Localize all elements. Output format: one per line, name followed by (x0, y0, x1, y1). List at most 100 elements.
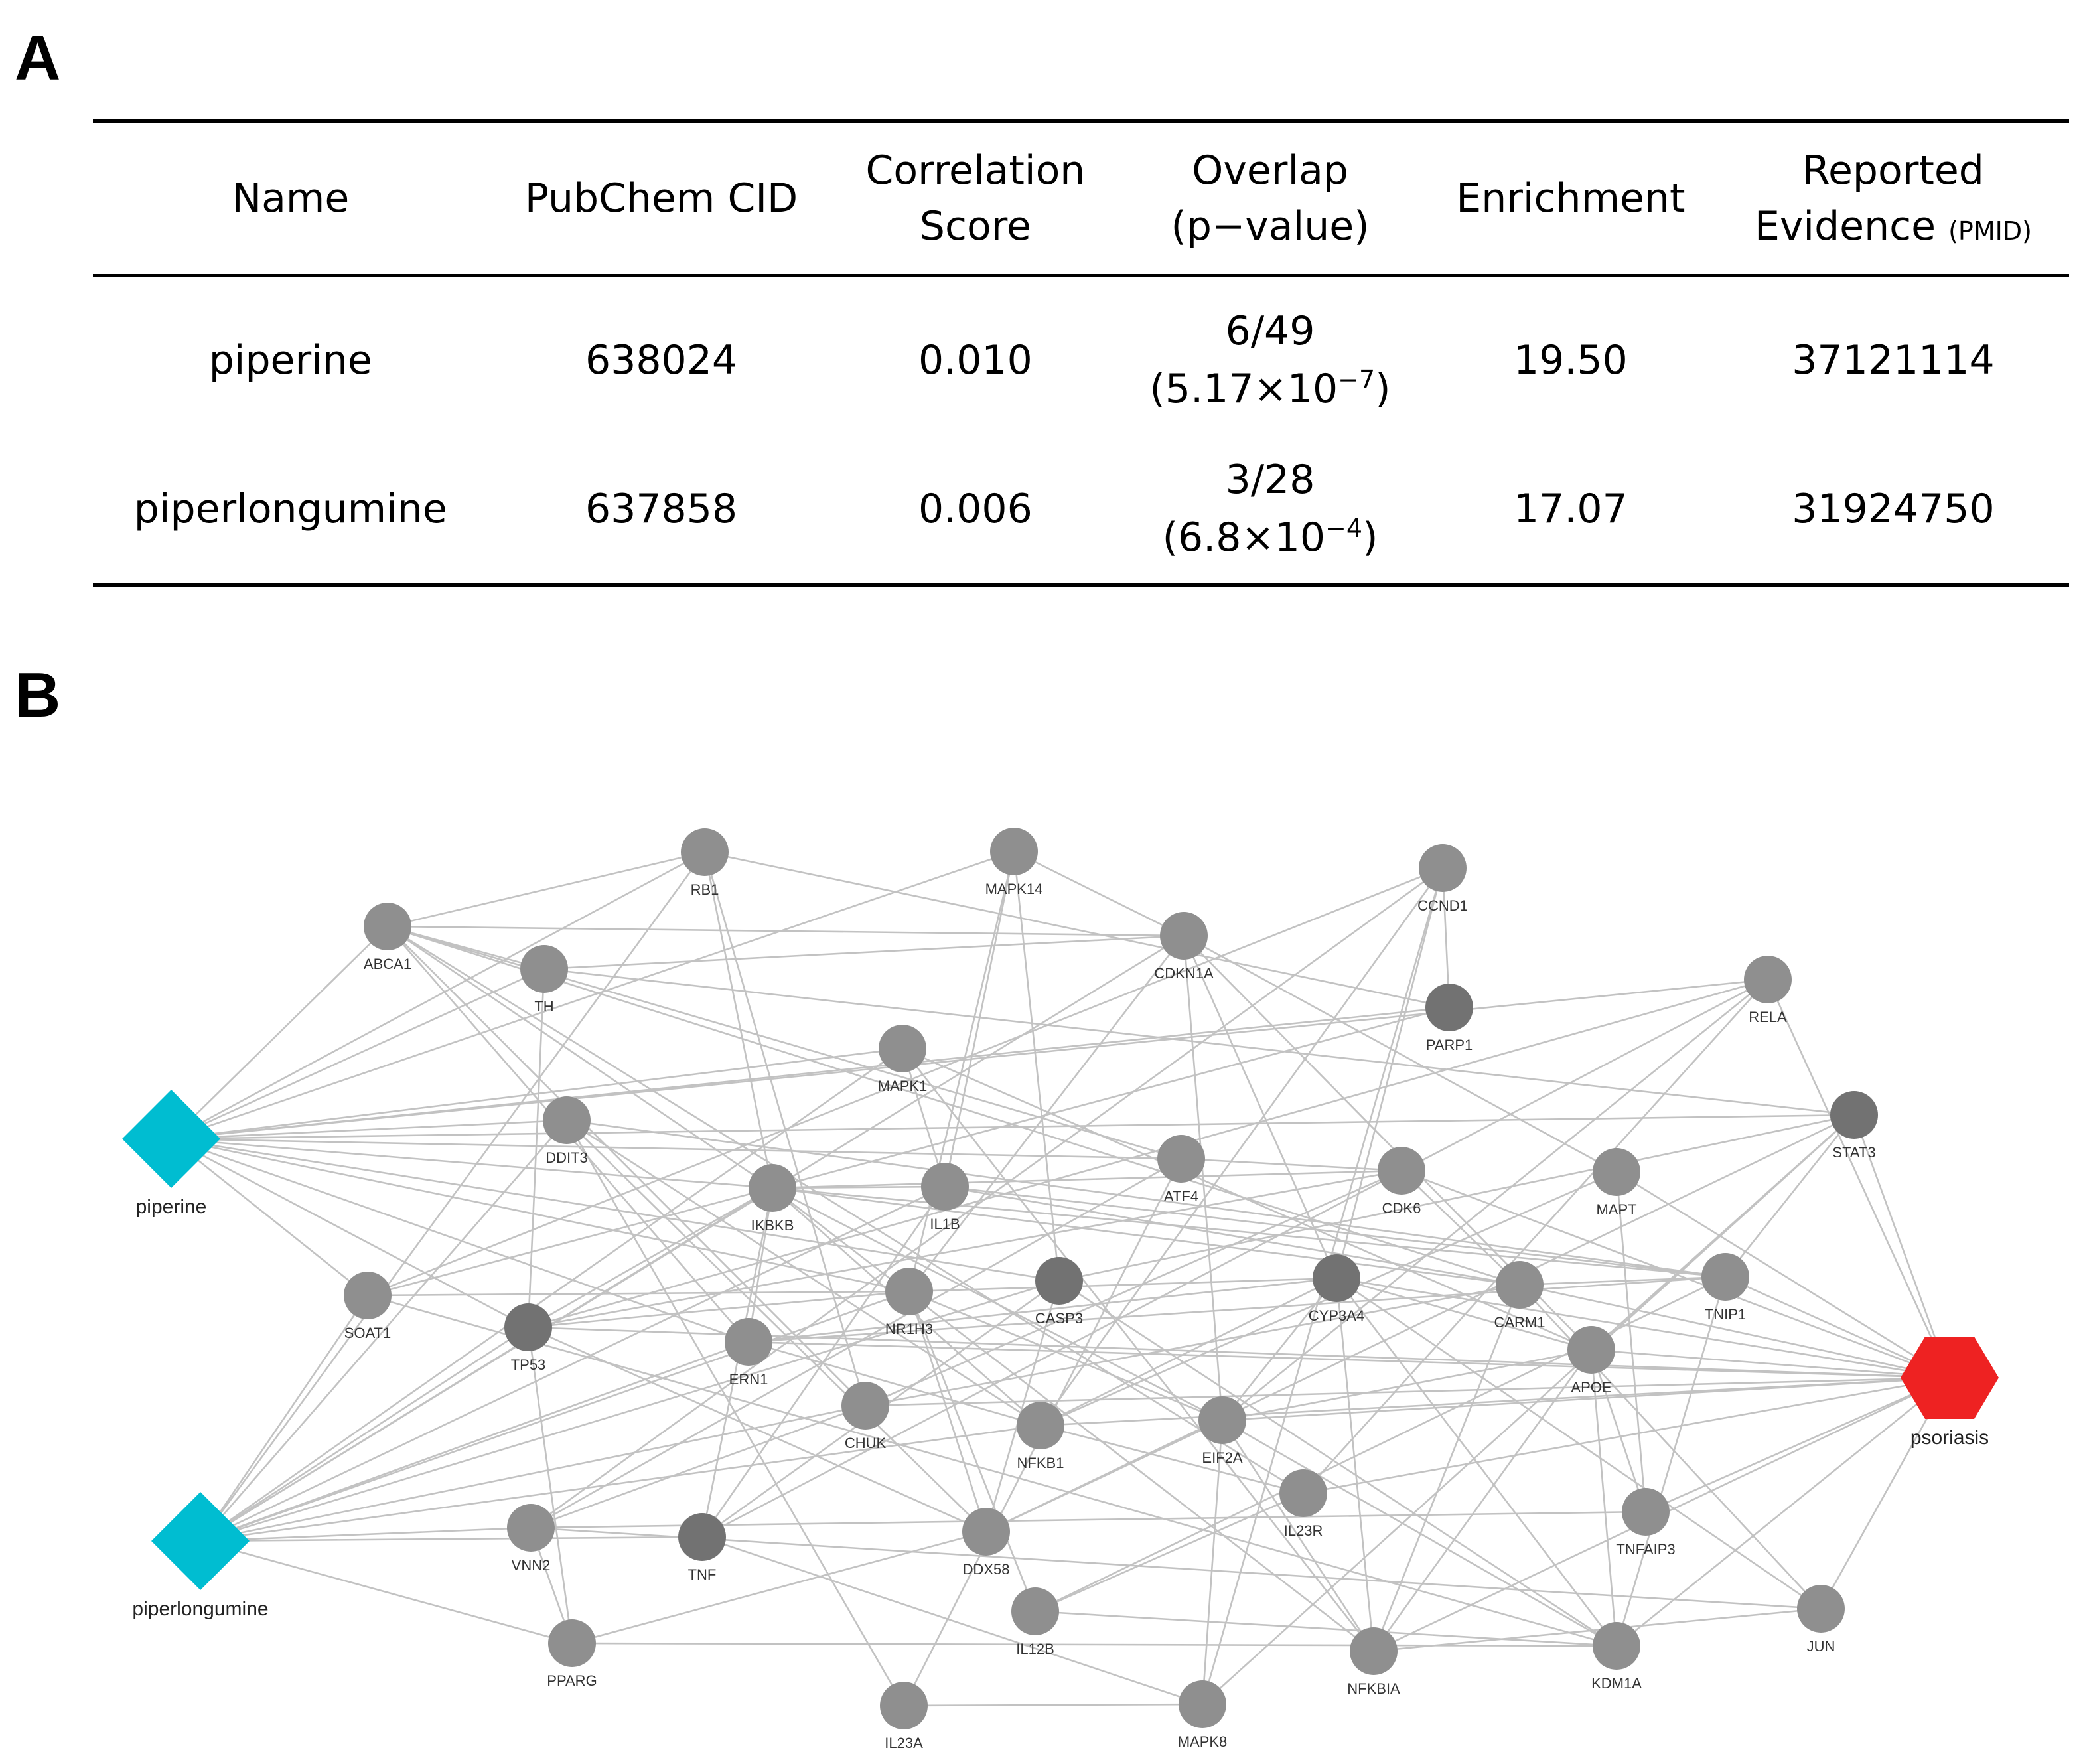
network-edge (1615, 1171, 1647, 1512)
network-edge (1591, 1349, 1950, 1379)
network-edge (1335, 1278, 1618, 1647)
network-edge (200, 1120, 567, 1542)
network-edge (171, 1138, 773, 1189)
table-header-row: Name PubChem CID Correlation Score Overla… (93, 121, 2069, 277)
network-edge (1401, 1170, 1520, 1286)
gene-node-mapk8: MAPK8 (1178, 1680, 1227, 1750)
network-edge (530, 1404, 866, 1529)
gene-node-circle (504, 1303, 552, 1351)
network-edge (367, 867, 1443, 1297)
network-edge (1221, 1278, 1338, 1421)
network-edge (543, 934, 1185, 970)
gene-node-label: DDIT3 (545, 1149, 588, 1166)
gene-node-il23r: IL23R (1279, 1469, 1327, 1539)
network-edges (171, 850, 1951, 1707)
gene-node-nfkb1: NFKB1 (1017, 1402, 1064, 1471)
disease-hexagon-shape (1901, 1337, 1999, 1419)
network-edge (200, 1424, 1041, 1542)
network-edge (1853, 1114, 1951, 1378)
header-name: Name (93, 121, 488, 277)
network-edge (171, 1138, 529, 1329)
table-row-piperine: piperine 638024 0.010 6/49 (5.17×10−7) 19… (93, 275, 2069, 435)
gene-node-circle (1830, 1091, 1878, 1139)
gene-node-il23a: IL23A (880, 1682, 928, 1751)
cell-overlap-ratio: 6/49 (1225, 308, 1315, 354)
gene-node-circle (921, 1163, 969, 1211)
network-edge (772, 1169, 1402, 1189)
gene-node-stat3: STAT3 (1830, 1091, 1878, 1161)
network-edge (1040, 1424, 1304, 1495)
network-edge (200, 1341, 749, 1542)
network-edge (199, 851, 706, 1542)
network-edge (703, 851, 774, 1189)
cell-overlap: 3/28 (6.8×10−4) (1116, 435, 1424, 585)
gene-node-circle (1035, 1257, 1083, 1305)
network-edge (566, 1120, 987, 1532)
network-edge (748, 1341, 1041, 1427)
gene-node-circle (678, 1513, 726, 1561)
gene-node-label: VNN2 (512, 1557, 551, 1574)
network-edge (1035, 1276, 1726, 1613)
gene-node-circle (880, 1682, 928, 1729)
network-edge (1181, 1157, 1402, 1172)
gene-node-circle (962, 1508, 1010, 1556)
gene-node-label: DDX58 (963, 1561, 1010, 1578)
network-edge (200, 1280, 1060, 1542)
gene-node-pparg: PPARG (547, 1619, 597, 1689)
header-correlation-score: Correlation Score (834, 121, 1117, 277)
gene-node-label: CDK6 (1382, 1200, 1421, 1216)
network-edge (200, 1536, 703, 1542)
header-enrichment: Enrichment (1423, 121, 1717, 277)
cell-cid: 637858 (585, 485, 738, 532)
gene-node-il1b: IL1B (921, 1163, 969, 1232)
network-edge (171, 926, 388, 1139)
gene-node-label: NFKB1 (1017, 1455, 1064, 1471)
gene-node-soat1: SOAT1 (344, 1272, 392, 1341)
network-edge (171, 1138, 1182, 1160)
gene-node-eif2a: EIF2A (1198, 1396, 1246, 1466)
network-edge (1335, 1278, 1375, 1652)
gene-node-circle (1279, 1469, 1327, 1517)
network-edge (908, 1290, 1223, 1422)
gene-node-tp53: TP53 (504, 1303, 552, 1373)
network-edge (171, 1119, 567, 1140)
drug-diamond-shape (151, 1492, 250, 1590)
network-edge (527, 968, 545, 1328)
network-edge (387, 925, 773, 1189)
gene-node-circle (1701, 1253, 1749, 1301)
gene-node-th: TH (520, 945, 568, 1015)
network-edge (171, 1114, 1855, 1140)
gene-node-ddx58: DDX58 (962, 1508, 1010, 1578)
gene-node-label: KDM1A (1591, 1675, 1642, 1692)
header-evidence-line2: Evidence (1754, 203, 1936, 250)
network-edge (985, 1419, 1223, 1533)
network-edge (367, 1294, 1617, 1647)
network-edge (772, 1187, 1520, 1286)
gene-node-tnip1: TNIP1 (1701, 1253, 1749, 1323)
network-edge (171, 851, 705, 1140)
network-edge (865, 1376, 1950, 1407)
network-edge (1058, 1114, 1855, 1282)
network-edge (1013, 850, 1185, 937)
gene-node-abca1: ABCA1 (364, 903, 411, 972)
gene-node-circle (681, 828, 729, 876)
gene-node-circle (1622, 1488, 1670, 1536)
gene-node-chuk: CHUK (841, 1382, 889, 1451)
gene-node-circle (364, 903, 411, 950)
network-edge (701, 1536, 1203, 1706)
gene-node-circle (543, 1096, 591, 1144)
network-edge (903, 1703, 1203, 1707)
header-reported-evidence: Reported Evidence (PMID) (1717, 121, 2069, 277)
cell-pmid: 37121114 (1792, 336, 1995, 384)
gene-node-label: TNF (688, 1566, 717, 1583)
network-edge (530, 1526, 1822, 1610)
network-edge (171, 1138, 749, 1343)
gene-node-vnn2: VNN2 (507, 1504, 555, 1574)
network-edge (528, 978, 1768, 1329)
cell-pvalue-exponent: −7 (1338, 365, 1376, 394)
network-edge (772, 1006, 1450, 1189)
drug-target-network-diagram: RB1 MAPK14 CCND1 ABCA1 TH CDKN1A RELA PARP1 MAPK… (122, 828, 1999, 1751)
network-edge (387, 851, 705, 928)
gene-node-circle (1593, 1148, 1640, 1196)
network-edge (171, 968, 545, 1140)
